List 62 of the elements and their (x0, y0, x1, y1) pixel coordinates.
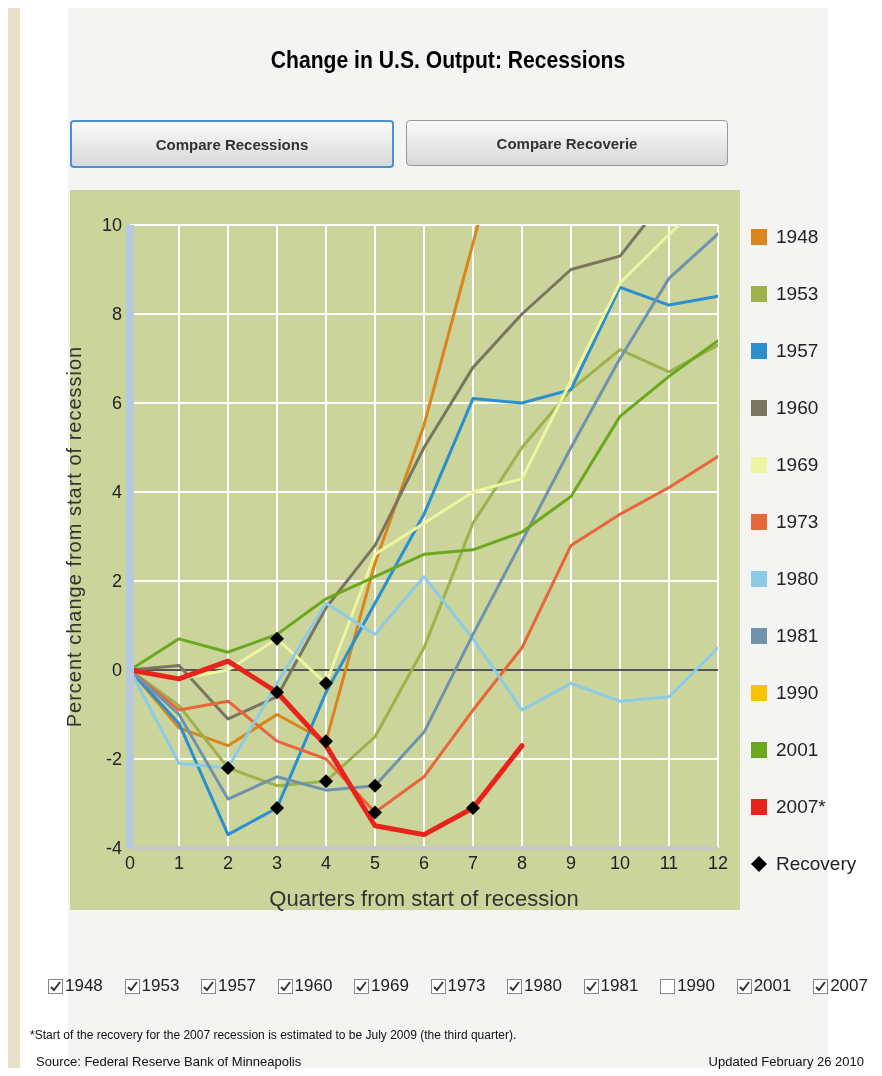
legend-label: 1957 (776, 339, 819, 362)
x-tick-label: 5 (369, 852, 381, 873)
point (368, 805, 382, 820)
y-tick-label: 10 (101, 215, 122, 236)
legend-label: 1990 (776, 681, 819, 704)
text: 1973 (447, 976, 486, 995)
x-tick-label: 8 (516, 852, 528, 873)
text: 1948 (65, 976, 103, 995)
x-tick-label: 3 (271, 852, 283, 873)
chart-title: Change in U.S. Output: Recessions (269, 46, 627, 74)
text: 1957 (218, 976, 256, 995)
point (319, 774, 333, 789)
point (270, 631, 284, 646)
legend-label: 1980 (776, 567, 819, 590)
x-axis-title: Quarters from start of recession (269, 886, 579, 911)
text: 2007 (830, 976, 868, 996)
y-tick-label: 4 (111, 482, 122, 503)
point (221, 760, 235, 775)
point (319, 676, 333, 691)
x-tick-label: 7 (467, 852, 479, 873)
text: Compare Recessions (70, 120, 394, 168)
text: 1960 (294, 976, 333, 995)
y-tick-label: 6 (111, 393, 122, 414)
y-tick-label: 0 (111, 660, 122, 681)
text: 1969 (371, 976, 409, 995)
x-tick-label: 10 (609, 852, 631, 873)
point (319, 734, 333, 749)
x-tick-label: 0 (124, 852, 136, 873)
x-tick-label: 4 (320, 852, 332, 873)
legend-label: 1953 (776, 282, 819, 305)
text: *Start of the recovery for the 2007 recession is estimated to be July 2009 (the third quarter). (30, 1028, 517, 1042)
y-tick-label: -2 (105, 749, 122, 770)
text: 1981 (600, 976, 639, 995)
legend-label: 1981 (776, 624, 819, 647)
x-tick-label: 12 (707, 852, 729, 873)
legend-label: 2001 (776, 738, 819, 761)
y-tick-label: 2 (111, 571, 122, 592)
legend-label: Recovery (776, 852, 857, 875)
x-tick-label: 1 (173, 852, 185, 873)
source-note: Source: Federal Reserve Bank of Minneapolis (36, 1054, 302, 1069)
text: 1980 (524, 976, 562, 995)
legend-label: 2007* (776, 795, 826, 818)
legend-label: 1948 (776, 225, 819, 248)
point (368, 778, 382, 793)
text: Compare Recoverie (406, 120, 728, 166)
text: 1990 (677, 976, 715, 995)
y-tick-label: 8 (111, 304, 122, 325)
legend-label: 1969 (776, 453, 819, 476)
x-tick-label: 11 (659, 852, 679, 873)
y-axis-title: Percent change from start of recession (63, 345, 86, 728)
x-tick-label: 6 (418, 852, 430, 873)
point (466, 800, 480, 815)
point (270, 800, 284, 815)
legend-label: 1960 (776, 396, 819, 419)
x-tick-label: 9 (565, 852, 577, 873)
legend-label: 1973 (776, 510, 819, 533)
y-tick-label: -4 (105, 838, 122, 859)
text: 2001 (753, 976, 792, 995)
text: 1953 (141, 976, 180, 995)
text: Updated February 26 2010 (708, 1054, 864, 1069)
x-tick-label: 2 (222, 852, 234, 873)
point (270, 685, 284, 700)
